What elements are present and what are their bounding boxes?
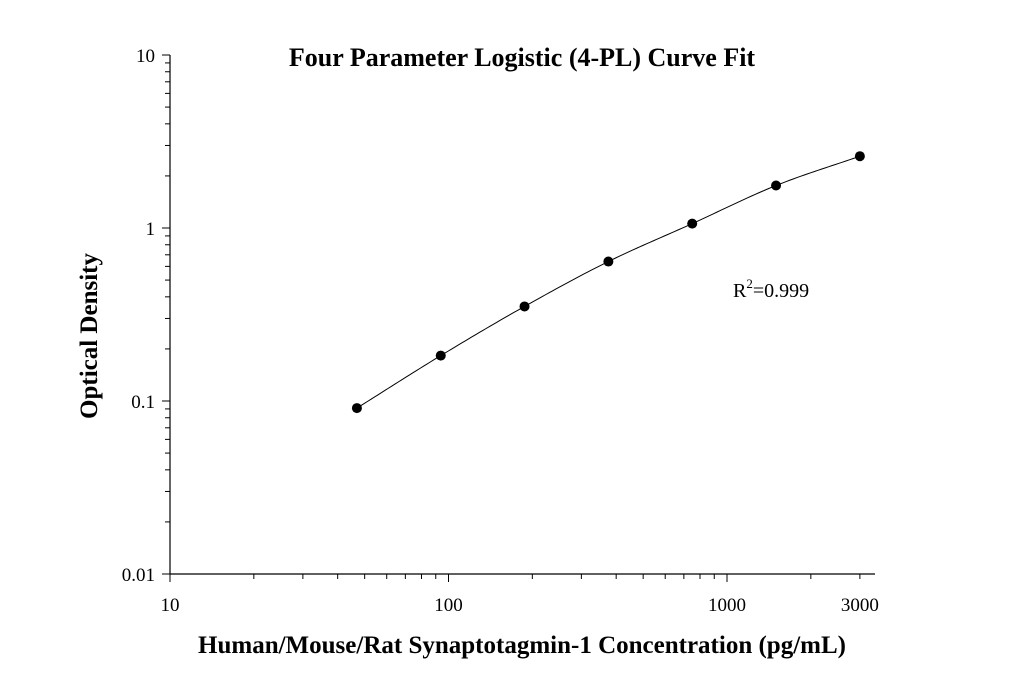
r-squared-base: R (733, 280, 747, 302)
data-point (435, 350, 446, 361)
x-tick-label: 10 (161, 595, 180, 616)
data-point (351, 403, 362, 414)
data-point (603, 256, 614, 267)
data-points-layer (351, 151, 865, 414)
data-point (519, 301, 530, 312)
chart-title: Four Parameter Logistic (4-PL) Curve Fit (289, 43, 756, 72)
r-squared-value: =0.999 (753, 280, 809, 302)
x-tick-label: 1000 (708, 595, 746, 616)
data-point (771, 180, 782, 191)
x-axis-label: Human/Mouse/Rat Synaptotagmin-1 Concentr… (198, 632, 846, 659)
axes: 10 100 1000 3000 0.01 0.1 1 10 (122, 46, 879, 616)
y-tick-label: 0.01 (122, 565, 155, 586)
r-squared-annotation: R2=0.999 (733, 276, 809, 302)
y-tick-label: 0.1 (131, 392, 155, 413)
y-tick-label: 10 (136, 46, 155, 67)
y-tick-label: 1 (146, 219, 156, 240)
x-tick-label: 3000 (841, 595, 879, 616)
r-squared-superscript: 2 (746, 276, 753, 291)
x-tick-label: 100 (434, 595, 463, 616)
data-point (687, 218, 698, 229)
y-axis-label: Optical Density (76, 253, 103, 419)
data-point (854, 151, 865, 162)
